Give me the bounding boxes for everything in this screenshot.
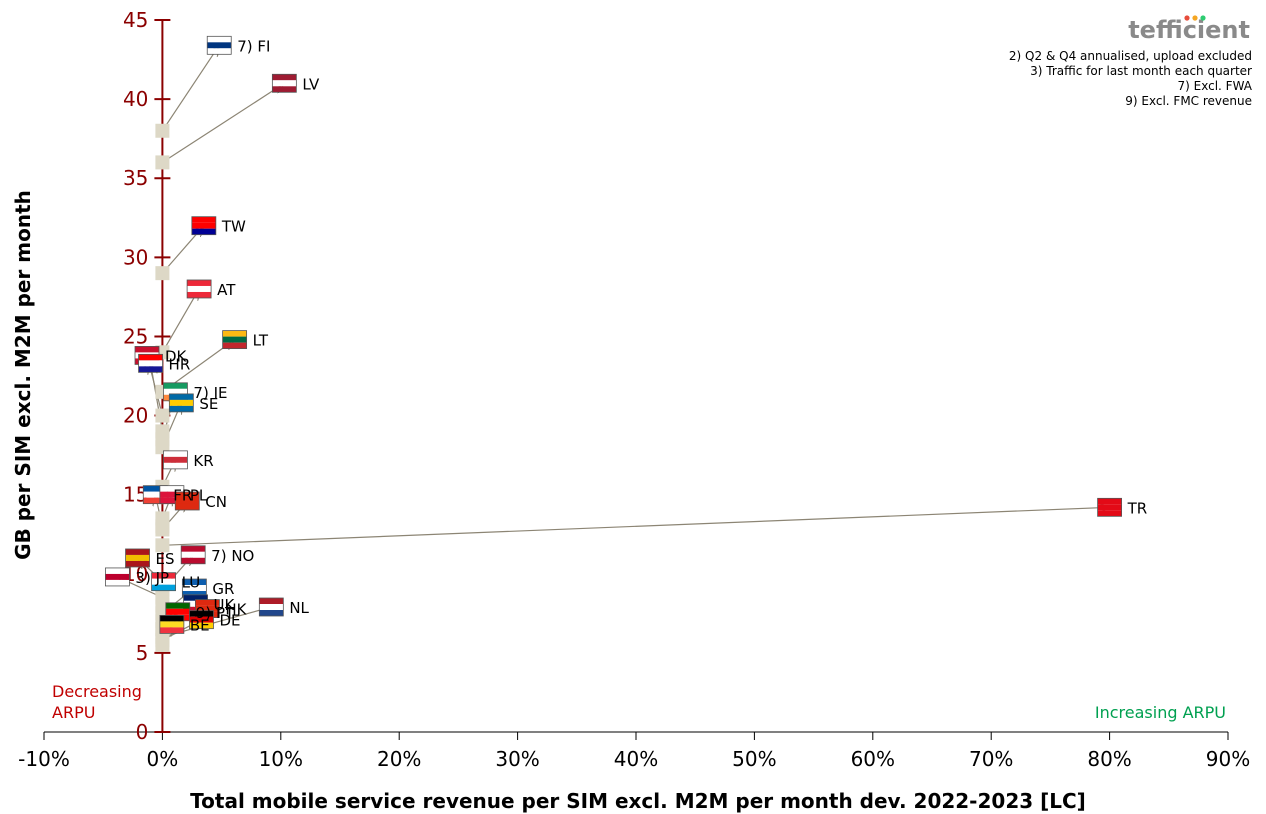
x-tick-label: 10% bbox=[259, 747, 303, 771]
flag-icon bbox=[125, 548, 150, 568]
point-label: 7) NO bbox=[211, 547, 254, 565]
point-label: 3) JP bbox=[135, 569, 169, 587]
dev-arrow bbox=[161, 45, 219, 132]
flag-icon bbox=[189, 610, 214, 630]
footnote: 3) Traffic for last month each quarter bbox=[1030, 64, 1252, 78]
point-label: BE bbox=[190, 616, 210, 634]
flag-icon bbox=[271, 73, 297, 93]
flag-icon bbox=[258, 597, 284, 617]
x-tick-label: 70% bbox=[969, 747, 1013, 771]
y-axis-title: GB per SIM excl. M2M per month bbox=[11, 190, 35, 560]
footnote: 9) Excl. FMC revenue bbox=[1125, 94, 1252, 108]
tefficient-logo: tefficient bbox=[1128, 16, 1250, 44]
flag-icon bbox=[191, 216, 217, 236]
logo-dots bbox=[1184, 15, 1206, 21]
point-label: GR bbox=[212, 580, 234, 598]
flag-icon bbox=[206, 35, 232, 55]
y-tick-label: 0 bbox=[136, 720, 149, 744]
axes: -10% 0% 10% 20% 30% 40% 50% 60% 70% 80% 90%0510152… bbox=[18, 8, 1250, 771]
point-label: LU bbox=[182, 574, 201, 592]
y-tick-label: 20 bbox=[123, 404, 148, 428]
point-label: AT bbox=[217, 281, 236, 299]
point-label: 7) IE bbox=[193, 384, 227, 402]
flag-icon bbox=[159, 615, 185, 634]
point-label: HK bbox=[225, 601, 247, 619]
start-marker bbox=[155, 538, 170, 553]
flag-icon bbox=[222, 330, 248, 350]
flag-icon bbox=[168, 393, 194, 413]
start-marker bbox=[155, 155, 170, 170]
x-axis-title: Total mobile service revenue per SIM exc… bbox=[190, 789, 1086, 813]
dev-arrow bbox=[161, 289, 199, 353]
start-marker bbox=[155, 637, 170, 652]
flag-icon bbox=[174, 491, 200, 511]
flag-icon bbox=[163, 450, 188, 470]
x-tick-label: -10% bbox=[18, 747, 70, 771]
point-label: 7) FI bbox=[237, 37, 270, 55]
footnote: 7) Excl. FWA bbox=[1178, 79, 1253, 93]
point-label: SE bbox=[199, 395, 218, 413]
point-label: TR bbox=[1127, 499, 1148, 517]
x-tick-label: 0% bbox=[147, 747, 179, 771]
x-tick-label: 30% bbox=[495, 747, 539, 771]
y-tick-label: 5 bbox=[136, 641, 149, 665]
footnote: 2) Q2 & Q4 annualised, upload excluded bbox=[1009, 49, 1252, 63]
point-label: CN bbox=[205, 493, 227, 511]
decreasing-arpu-label-line1: Decreasing bbox=[52, 682, 142, 701]
flag-icon bbox=[105, 567, 130, 587]
start-marker bbox=[155, 266, 170, 281]
dev-arrow bbox=[162, 83, 284, 163]
y-tick-label: 45 bbox=[123, 8, 148, 32]
decreasing-arpu-label-line2: ARPU bbox=[52, 703, 95, 722]
point-label: HR bbox=[169, 355, 191, 373]
flag-icon bbox=[1097, 497, 1122, 517]
point-label: UK bbox=[214, 596, 236, 614]
y-tick-label: 35 bbox=[123, 166, 148, 190]
flag-icon bbox=[138, 353, 163, 373]
flag-icon bbox=[186, 279, 212, 299]
y-tick-label: 30 bbox=[123, 245, 148, 269]
start-marker bbox=[155, 522, 170, 537]
point-label: LV bbox=[302, 75, 320, 93]
increasing-arpu-label: Increasing ARPU bbox=[1095, 703, 1226, 722]
x-tick-label: 50% bbox=[732, 747, 776, 771]
x-tick-label: 90% bbox=[1206, 747, 1250, 771]
dev-arrow bbox=[162, 507, 1109, 546]
flag-icon bbox=[180, 545, 206, 565]
y-tick-label: 40 bbox=[123, 87, 148, 111]
point-label: LT bbox=[253, 332, 269, 350]
x-tick-label: 20% bbox=[377, 747, 421, 771]
start-marker bbox=[155, 511, 170, 526]
point-label: PL bbox=[190, 487, 208, 505]
point-label: NL bbox=[289, 599, 309, 617]
x-tick-label: 40% bbox=[614, 747, 658, 771]
point-label: TW bbox=[221, 218, 246, 236]
x-tick-label: 60% bbox=[851, 747, 895, 771]
y-tick-label: 25 bbox=[123, 324, 148, 348]
point-label: FR bbox=[173, 487, 192, 505]
flag-markers bbox=[105, 35, 1122, 634]
point-label: KR bbox=[193, 452, 213, 470]
point-label: DE bbox=[219, 612, 240, 630]
footnotes: 2) Q2 & Q4 annualised, upload excluded 3… bbox=[1009, 49, 1253, 108]
start-marker bbox=[155, 408, 170, 423]
flag-icon bbox=[151, 572, 176, 592]
start-marker bbox=[155, 123, 170, 138]
point-label: ES bbox=[156, 550, 175, 568]
point-label: DK bbox=[165, 347, 188, 365]
point-label: 9) PT bbox=[196, 604, 235, 622]
x-tick-label: 80% bbox=[1087, 747, 1131, 771]
